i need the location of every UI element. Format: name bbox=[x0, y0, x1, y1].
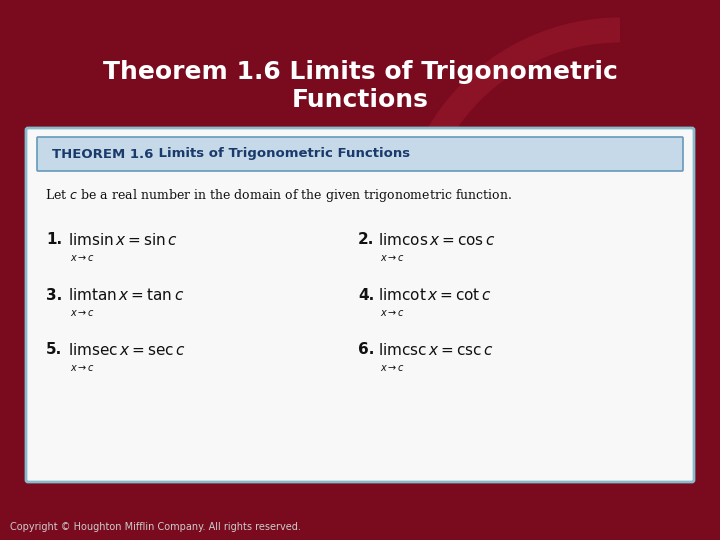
Text: 1.: 1. bbox=[46, 233, 62, 247]
Text: $\lim \tan x = \tan c$: $\lim \tan x = \tan c$ bbox=[68, 287, 184, 303]
Text: 4.: 4. bbox=[358, 287, 374, 302]
Text: $\lim \sin x = \sin c$: $\lim \sin x = \sin c$ bbox=[68, 232, 178, 248]
Text: 6.: 6. bbox=[358, 342, 374, 357]
FancyBboxPatch shape bbox=[37, 137, 683, 171]
Text: Limits of Trigonometric Functions: Limits of Trigonometric Functions bbox=[140, 147, 410, 160]
Text: $x{\to}c$: $x{\to}c$ bbox=[380, 308, 405, 318]
Text: $x{\to}c$: $x{\to}c$ bbox=[380, 253, 405, 263]
Text: $x{\to}c$: $x{\to}c$ bbox=[380, 363, 405, 373]
Text: $\lim \csc x = \csc c$: $\lim \csc x = \csc c$ bbox=[378, 342, 494, 358]
Text: 2.: 2. bbox=[358, 233, 374, 247]
Text: Let $c$ be a real number in the domain of the given trigonometric function.: Let $c$ be a real number in the domain o… bbox=[45, 186, 512, 204]
Text: $x{\to}c$: $x{\to}c$ bbox=[70, 253, 95, 263]
Text: Theorem 1.6 Limits of Trigonometric: Theorem 1.6 Limits of Trigonometric bbox=[102, 60, 618, 84]
FancyBboxPatch shape bbox=[26, 128, 694, 482]
Text: Copyright © Houghton Mifflin Company. All rights reserved.: Copyright © Houghton Mifflin Company. Al… bbox=[10, 522, 301, 532]
Text: $\lim \sec x = \sec c$: $\lim \sec x = \sec c$ bbox=[68, 342, 186, 358]
Text: 3.: 3. bbox=[46, 287, 62, 302]
Text: $x{\to}c$: $x{\to}c$ bbox=[70, 363, 95, 373]
Text: 5.: 5. bbox=[46, 342, 62, 357]
Text: $x{\to}c$: $x{\to}c$ bbox=[70, 308, 95, 318]
Text: $\lim \cot x = \cot c$: $\lim \cot x = \cot c$ bbox=[378, 287, 492, 303]
Text: Functions: Functions bbox=[292, 88, 428, 112]
Text: THEOREM 1.6: THEOREM 1.6 bbox=[52, 147, 153, 160]
Text: $\lim \cos x = \cos c$: $\lim \cos x = \cos c$ bbox=[378, 232, 495, 248]
